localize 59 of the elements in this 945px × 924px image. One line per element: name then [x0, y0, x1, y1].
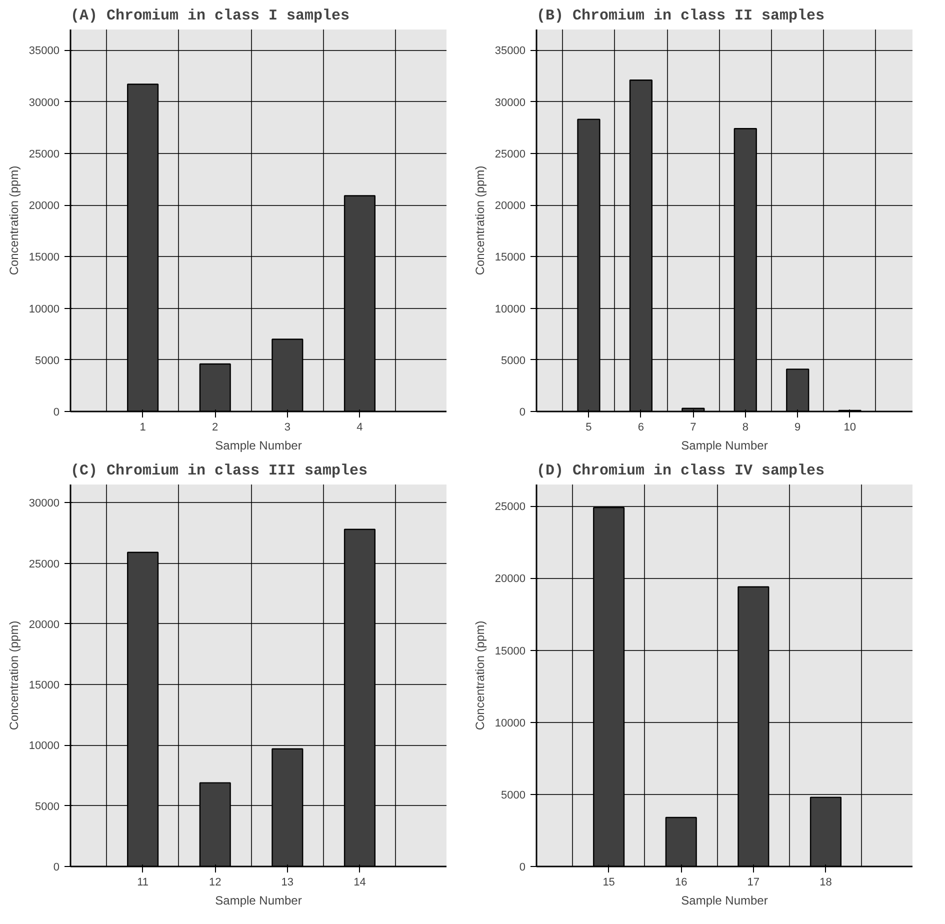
y-tick-label: 30000	[28, 96, 60, 109]
x-axis-title: Sample Number	[681, 894, 768, 908]
x-axis-title: Sample Number	[681, 438, 768, 452]
y-tick-label: 15000	[28, 680, 60, 692]
y-axis-title: Concentration (ppm)	[472, 620, 487, 730]
y-tick-label: 25000	[494, 501, 526, 514]
x-tick-label: 12	[209, 876, 222, 888]
y-axis-title: Concentration (ppm)	[6, 166, 21, 276]
y-tick-label: 5000	[501, 354, 526, 367]
y-tick-label: 35000	[494, 45, 526, 58]
y-tick-label: 20000	[494, 573, 526, 586]
y-tick-label: 10000	[494, 303, 526, 316]
chart-title: (C) Chromium in class III samples	[70, 462, 368, 480]
y-tick-label: 5000	[35, 354, 60, 367]
y-tick-label: 25000	[28, 558, 60, 570]
x-tick-label: 5	[586, 422, 592, 434]
x-axis-title: Sample Number	[215, 438, 302, 452]
y-tick-label: 0	[519, 862, 526, 874]
y-tick-label: 10000	[28, 303, 60, 316]
y-tick-label: 10000	[494, 717, 526, 730]
x-tick-label: 18	[820, 876, 832, 888]
y-tick-label: 0	[53, 406, 60, 418]
y-tick-label: 25000	[28, 148, 60, 160]
y-tick-label: 15000	[494, 252, 526, 264]
y-tick-label: 25000	[494, 148, 526, 160]
y-tick-label: 35000	[28, 45, 60, 58]
chart-title: (A) Chromium in class I samples	[70, 8, 350, 24]
x-tick-label: 13	[281, 876, 294, 888]
chart-title: (D) Chromium in class IV samples	[536, 462, 825, 480]
x-tick-label: 1	[140, 422, 146, 434]
chart-title: (B) Chromium in class II samples	[536, 8, 825, 24]
y-tick-label: 15000	[28, 252, 60, 264]
x-tick-label: 2	[212, 422, 218, 434]
y-tick-label: 20000	[28, 618, 60, 631]
y-tick-label: 20000	[28, 200, 60, 212]
y-tick-label: 0	[519, 406, 526, 418]
y-tick-label: 30000	[494, 96, 526, 109]
y-tick-label: 5000	[35, 800, 60, 813]
y-tick-label: 5000	[501, 789, 526, 802]
x-tick-label: 4	[356, 422, 363, 434]
y-tick-label: 30000	[28, 498, 60, 510]
x-tick-label: 15	[602, 876, 615, 888]
x-tick-label: 10	[844, 422, 856, 434]
x-tick-label: 11	[137, 876, 149, 888]
x-tick-label: 17	[747, 876, 760, 888]
x-tick-label: 3	[284, 422, 290, 434]
x-tick-label: 14	[354, 876, 366, 888]
x-tick-label: 9	[794, 422, 801, 434]
y-axis-title: Concentration (ppm)	[472, 166, 487, 276]
y-tick-label: 15000	[494, 645, 526, 658]
x-tick-label: 7	[690, 422, 696, 434]
x-tick-label: 6	[638, 422, 644, 434]
x-tick-label: 8	[742, 422, 748, 434]
x-axis-title: Sample Number	[215, 894, 302, 908]
y-tick-label: 0	[53, 862, 60, 874]
y-axis-title: Concentration (ppm)	[6, 620, 21, 730]
x-tick-label: 16	[675, 876, 688, 888]
y-tick-label: 10000	[28, 740, 60, 752]
y-tick-label: 20000	[494, 200, 526, 212]
